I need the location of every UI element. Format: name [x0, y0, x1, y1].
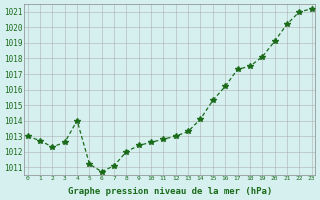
- X-axis label: Graphe pression niveau de la mer (hPa): Graphe pression niveau de la mer (hPa): [68, 187, 272, 196]
